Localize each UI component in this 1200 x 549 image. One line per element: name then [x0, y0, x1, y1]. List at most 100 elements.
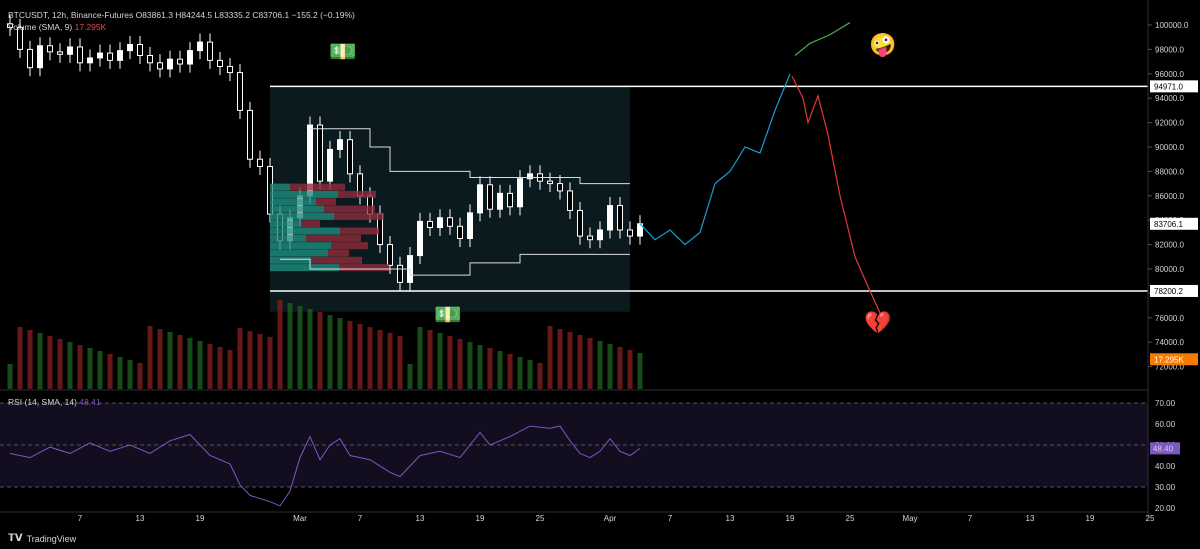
time-tick-label: 13 [726, 514, 735, 523]
rsi-tick-label: 40.00 [1155, 462, 1176, 471]
tradingview-logo-icon[interactable]: 𝗧𝗩 [8, 533, 23, 544]
price-tick-label: 92000.0 [1155, 119, 1184, 128]
money-bottom-icon: 💵 [434, 302, 462, 328]
candle-body [567, 190, 573, 211]
volume-bar [107, 354, 113, 389]
volume-bar [217, 347, 223, 389]
rsi-tick-label: 20.00 [1155, 504, 1176, 513]
volume-label: Volume (SMA, 9) [8, 22, 73, 32]
rsi-line [9, 425, 641, 507]
candle-body [247, 109, 253, 160]
volume-bar [187, 338, 193, 389]
profile-bar-down [334, 212, 384, 220]
rsi-legend[interactable]: RSI (14, SMA, 14) 48.41 [8, 397, 101, 407]
candle-body [97, 52, 103, 59]
price-tick-label: 86000.0 [1155, 192, 1184, 201]
candle-body [347, 139, 353, 175]
volume-bar [357, 324, 363, 389]
candle-body [117, 50, 123, 61]
volume-bar [627, 350, 633, 389]
volume-bar [637, 353, 643, 389]
volume-bar [257, 334, 263, 389]
volume-bar [147, 326, 153, 389]
candle-body [207, 41, 213, 61]
candle-body [447, 217, 453, 227]
candle-body [77, 46, 83, 64]
volume-bar [297, 306, 303, 389]
forecast-red-path [791, 75, 886, 325]
profile-bar-down [338, 190, 376, 198]
symbol-line: BTCUSDT, 12h, Binance-Futures [8, 10, 134, 20]
candle-body [17, 26, 23, 50]
price-tick-label: 72000.0 [1155, 363, 1184, 372]
candle-body [587, 235, 593, 241]
rsi-tick-label: 70.00 [1155, 399, 1176, 408]
price-tick-label: 74000.0 [1155, 338, 1184, 347]
volume-bar [547, 326, 553, 389]
price-tick-label: 100000.0 [1155, 21, 1189, 30]
candle-body [457, 225, 463, 240]
profile-bar-up [270, 264, 339, 272]
volume-bar [317, 312, 323, 389]
horizontal-levels [270, 85, 1148, 292]
symbol-legend[interactable]: BTCUSDT, 12h, Binance-Futures O83861.3 H… [8, 10, 355, 20]
rsi-value: 48.41 [79, 397, 101, 407]
candle-body [337, 139, 343, 150]
profile-bar-up [270, 234, 306, 242]
candle-body [137, 44, 143, 56]
volume-bars [7, 300, 643, 389]
volume-bar [197, 341, 203, 389]
price-tick-label: 76000.0 [1155, 314, 1184, 323]
volume-bar [597, 341, 603, 389]
crazy-face-icon: 🤪 [869, 31, 897, 57]
time-tick-label: May [902, 514, 917, 523]
candle-body [327, 148, 333, 182]
price-tick-label: 90000.0 [1155, 143, 1184, 152]
volume-bar [27, 330, 33, 389]
volume-bar [167, 332, 173, 389]
forecast-paths [639, 22, 886, 325]
candle-body [387, 244, 393, 266]
profile-bar-up [270, 220, 301, 228]
candle-body [217, 59, 223, 67]
volume-bar [377, 330, 383, 389]
profile-bar-down [339, 264, 389, 272]
volume-legend[interactable]: Volume (SMA, 9) 17.295K [8, 22, 106, 32]
volume-bar [227, 350, 233, 389]
money-top-icon: 💵 [329, 38, 357, 64]
volume-bar [437, 333, 443, 389]
candle-body [67, 46, 73, 55]
rsi-tag-bg [1150, 442, 1180, 455]
candle-body [557, 183, 563, 192]
price-axis: 72000.074000.076000.078000.080000.082000… [1147, 0, 1198, 520]
candle-body [527, 173, 533, 180]
forecast-blue-path [639, 73, 791, 246]
volume-bar [417, 327, 423, 389]
profile-bar-up [270, 183, 290, 191]
forecast-green-path [794, 22, 851, 56]
volume-bar [617, 347, 623, 389]
volume-bar [327, 315, 333, 389]
rsi-label: RSI (14, SMA, 14) [8, 397, 77, 407]
time-axis: 7 13 19 Mar 7 13 19 25 Apr 7 13 19 25 May 7 13 19 25 [0, 511, 1155, 523]
candle-body [317, 124, 323, 182]
value-area-high [310, 128, 630, 185]
candle-body [147, 55, 153, 64]
profile-bar-down [311, 256, 362, 264]
candle-body [7, 23, 13, 28]
candle-body [487, 184, 493, 210]
candle-body [607, 205, 613, 231]
price-tag-bg [1150, 217, 1198, 230]
volume-bar [527, 360, 533, 389]
candle-body [617, 205, 623, 231]
brand-name[interactable]: TradingView [26, 533, 77, 544]
time-tick-label: 25 [1146, 514, 1155, 523]
time-tick-label: 19 [476, 514, 485, 523]
candle-body [37, 45, 43, 69]
rsi-tag-label: 48.40 [1153, 444, 1174, 453]
volume-bar [267, 337, 273, 389]
volume-bar [397, 336, 403, 389]
broken-heart-icon: 💔 [864, 309, 892, 335]
